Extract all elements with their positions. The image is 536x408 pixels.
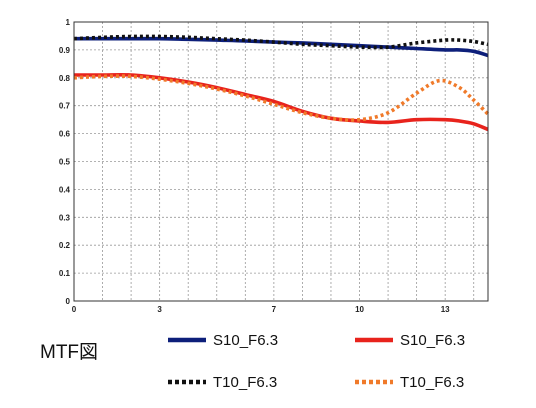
x-tick-label: 13 [441,305,450,314]
legend-label-1: S10_F6.3 [213,332,278,349]
x-axis-ticks: 0 3 7 10 13 [72,305,450,314]
series-line-3 [73,72,489,132]
legend-label-3: S10_F6.3 [400,332,465,349]
series-lines [73,34,490,132]
x-tick-label: 7 [272,305,277,314]
y-tick-label: 1 [66,18,71,27]
y-tick-label: 0.4 [59,185,71,194]
x-tick-label: 0 [72,305,77,314]
y-tick-label: 0.7 [59,102,71,111]
legend: S10_F6.3 T10_F6.3 S10_F6.3 T10_F6.3 [168,332,465,391]
x-tick-label: 3 [157,305,162,314]
legend-label-4: T10_F6.3 [400,374,464,391]
series-line-2 [73,34,489,50]
y-tick-label: 0.5 [59,158,71,167]
y-tick-label: 0.3 [59,213,71,222]
x-tick-label: 10 [355,305,364,314]
series-line-1 [73,36,489,58]
plot-area-frame [73,21,489,302]
y-tick-label: 0.6 [59,130,71,139]
y-tick-label: 0.8 [59,74,71,83]
grid [73,21,488,302]
series-line-4 [73,74,490,122]
y-tick-label: 0 [66,297,71,306]
y-tick-label: 0.2 [59,241,71,250]
chart-caption: MTF図 [40,342,99,363]
y-axis-ticks: 0 0.1 0.2 0.3 0.4 0.5 0.6 0.7 0.8 0.9 1 [59,18,71,306]
legend-label-2: T10_F6.3 [213,374,277,391]
y-tick-label: 0.1 [59,269,71,278]
y-tick-label: 0.9 [59,46,71,55]
